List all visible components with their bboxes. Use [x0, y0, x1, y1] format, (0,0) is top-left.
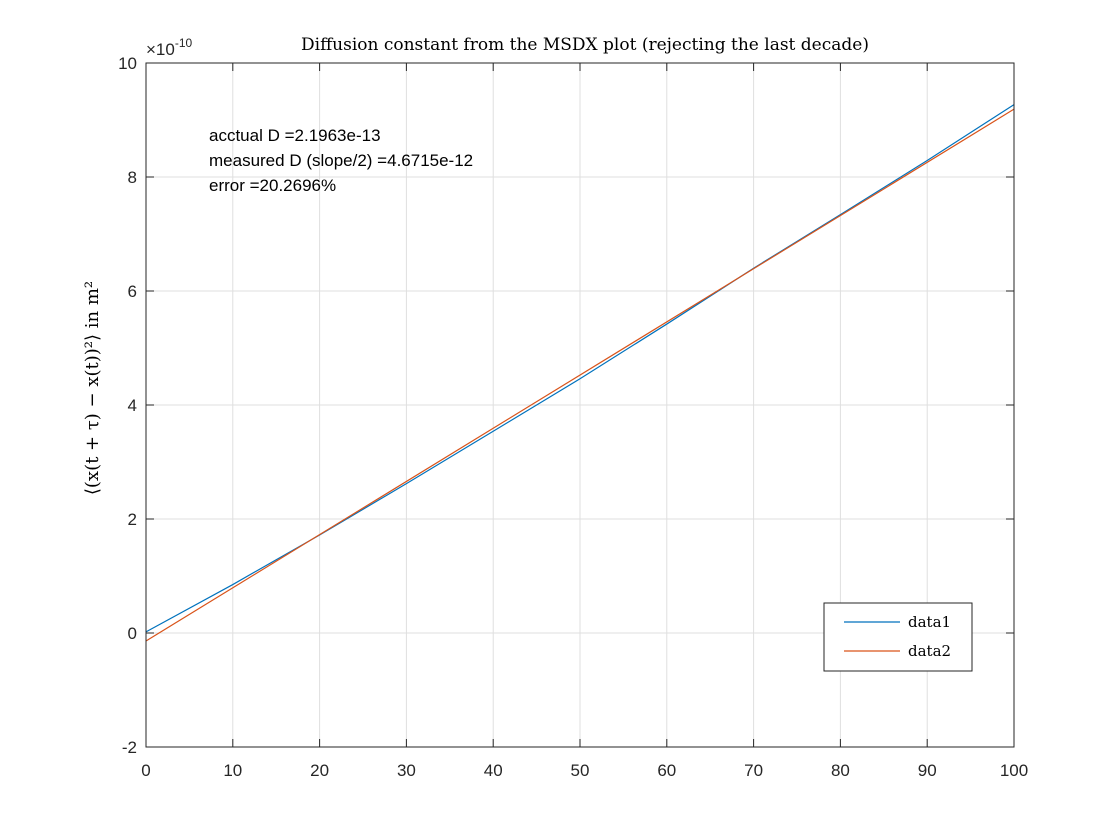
x-tick-label: 0 [141, 761, 150, 780]
annotation-actual-d: acctual D =2.1963e-13 [209, 126, 381, 145]
legend-label-data1: data1 [908, 613, 951, 631]
x-tick-label: 10 [223, 761, 242, 780]
y-tick-label: 2 [128, 510, 137, 529]
annotations: acctual D =2.1963e-13 measured D (slope/… [209, 126, 473, 195]
ticks [145, 62, 1015, 748]
y-axis-label: ⟨(x(t + τ) − x(t))²⟩ in m² [82, 281, 103, 495]
y-tick-label: -2 [122, 738, 137, 757]
y-tick-label: 6 [128, 282, 137, 301]
x-tick-label: 60 [657, 761, 676, 780]
x-tick-label: 100 [1000, 761, 1028, 780]
x-tick-label: 50 [571, 761, 590, 780]
x-tick-label: 30 [397, 761, 416, 780]
y-tick-label: 4 [128, 396, 137, 415]
chart-title: Diffusion constant from the MSDX plot (r… [301, 35, 869, 55]
series-layer [145, 104, 1015, 642]
y-tick-label: 0 [128, 624, 137, 643]
y-axis-multiplier: ×10-10 [146, 36, 193, 59]
x-tick-label: 80 [831, 761, 850, 780]
x-tick-label: 20 [310, 761, 329, 780]
x-tick-label: 40 [484, 761, 503, 780]
legend-label-data2: data2 [908, 642, 951, 660]
legend-box [823, 602, 973, 672]
annotation-measured-d: measured D (slope/2) =4.6715e-12 [209, 151, 473, 170]
x-tick-label: 90 [918, 761, 937, 780]
series-line-data1 [145, 104, 1015, 633]
series-line-data2 [145, 108, 1015, 642]
y-tick-label: 8 [128, 168, 137, 187]
annotation-error: error =20.2696% [209, 176, 336, 195]
legend: data1 data2 [823, 602, 973, 672]
x-tick-label: 70 [744, 761, 763, 780]
y-tick-label: 10 [118, 54, 137, 73]
